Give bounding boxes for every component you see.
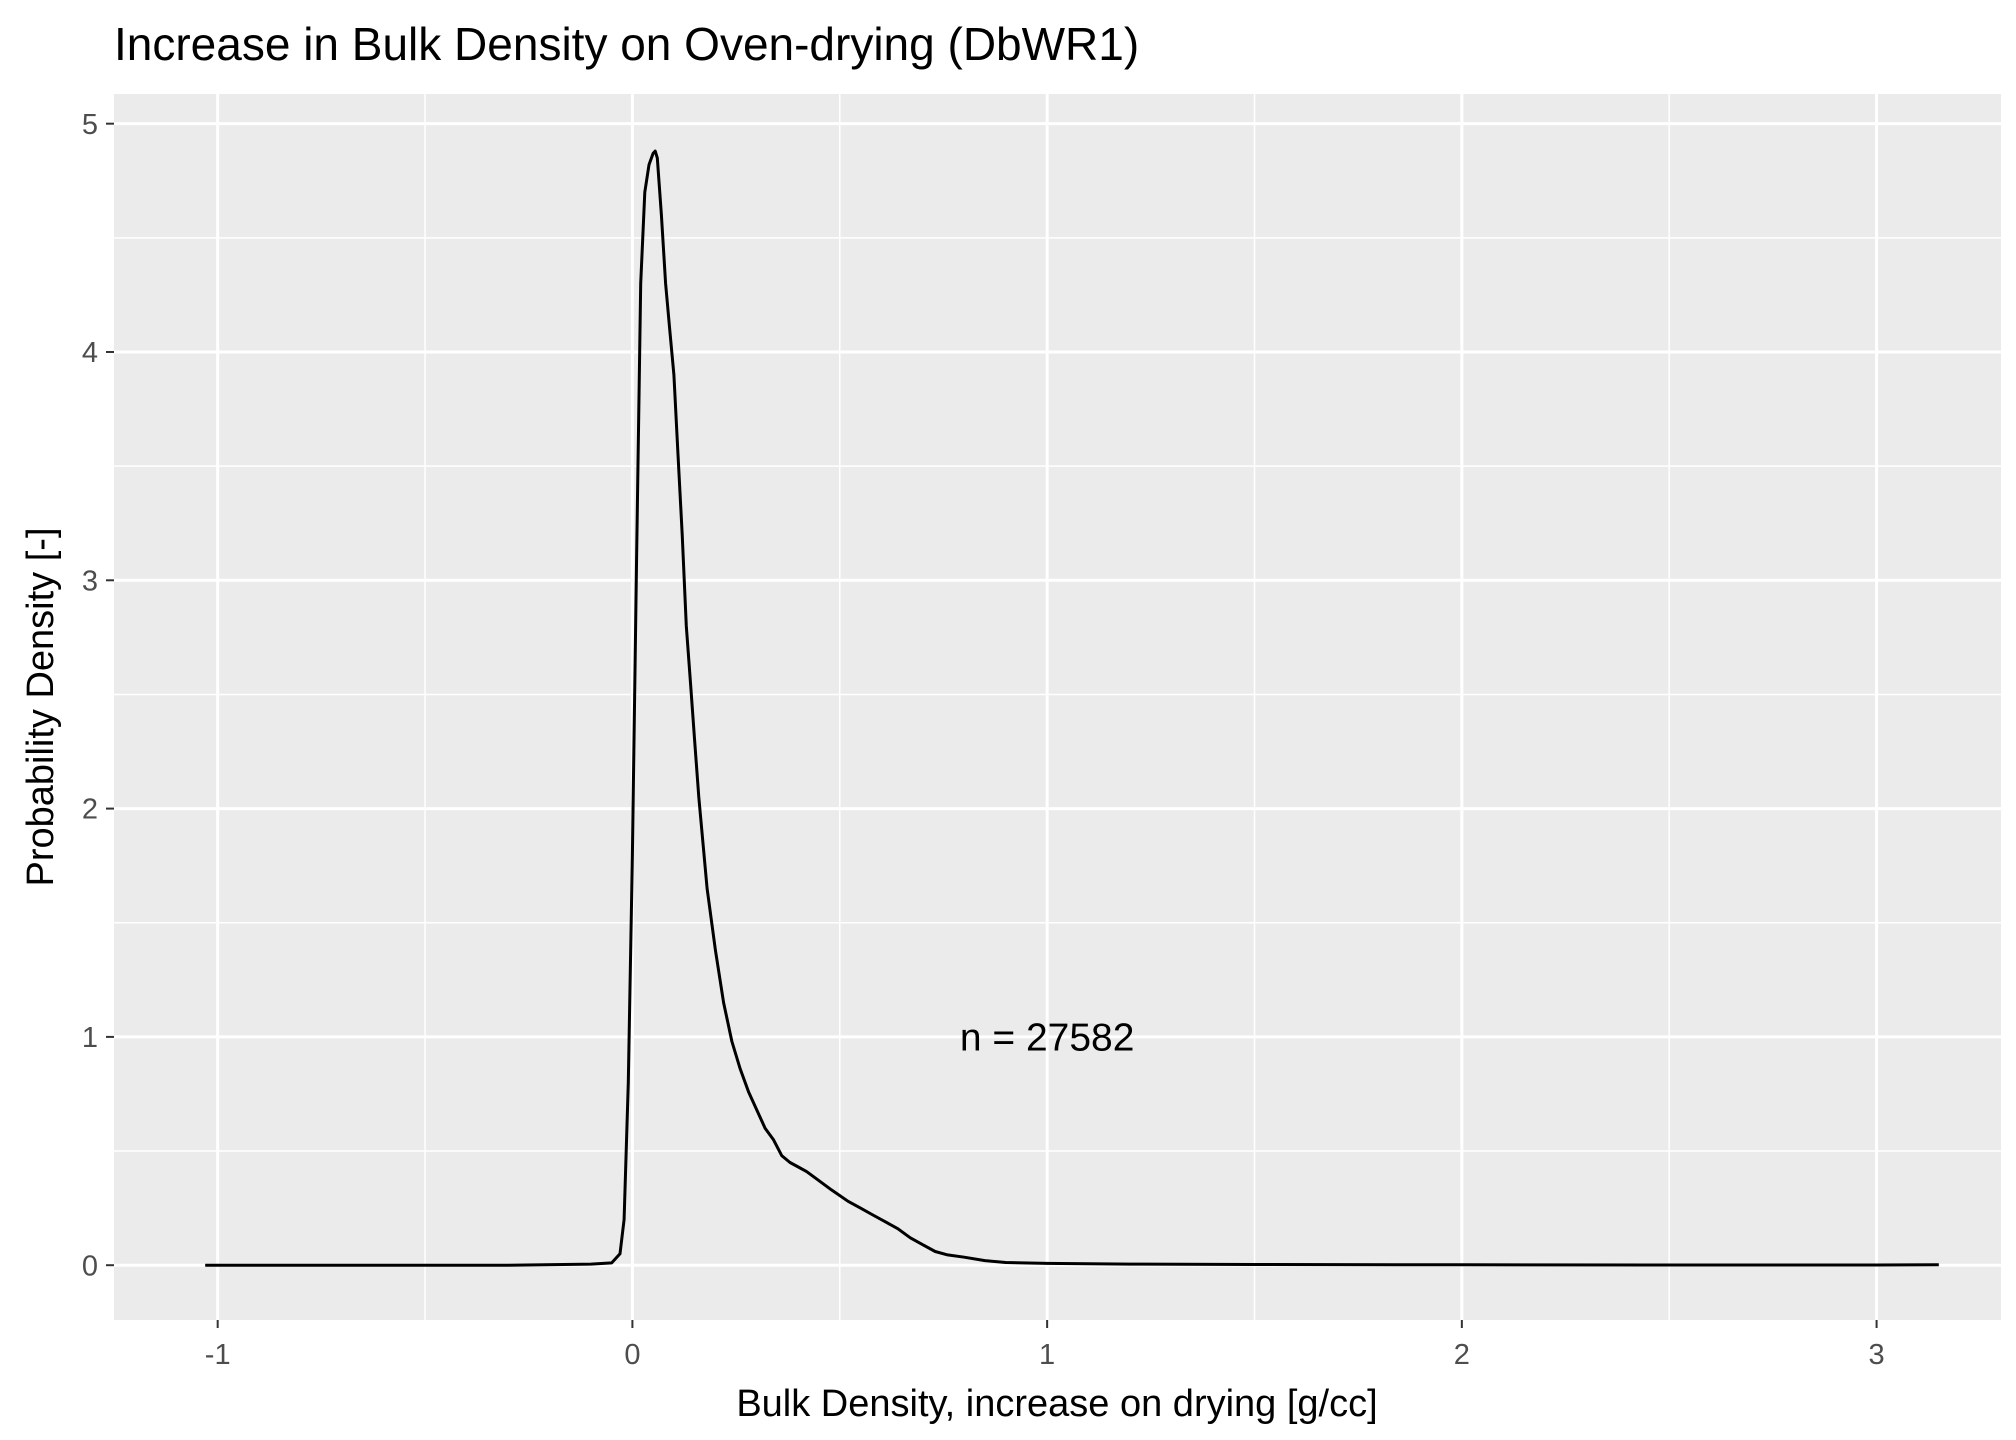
x-tick-label: 3 — [1869, 1339, 1885, 1371]
chart-title: Increase in Bulk Density on Oven-drying … — [114, 18, 1139, 70]
y-tick-label: 5 — [82, 109, 98, 141]
density-curve — [205, 149, 1939, 1267]
x-tick-label: 1 — [1039, 1339, 1055, 1371]
x-axis: -1 0 1 2 3 — [205, 1320, 1885, 1371]
y-tick-label: 2 — [82, 794, 98, 826]
plot-panel — [114, 94, 2001, 1320]
x-tick-label: 2 — [1454, 1339, 1470, 1371]
x-axis-title: Bulk Density, increase on drying [g/cc] — [736, 1383, 1377, 1425]
y-tick-label: 4 — [82, 337, 98, 369]
y-axis: 0 1 2 3 4 5 — [82, 109, 114, 1282]
sample-count-annotation: n = 27582 — [960, 1017, 1135, 1060]
grid — [114, 94, 2001, 1320]
x-tick-label: -1 — [205, 1339, 231, 1371]
y-tick-label: 3 — [82, 565, 98, 597]
y-tick-label: 0 — [82, 1250, 98, 1282]
x-tick-label: 0 — [624, 1339, 640, 1371]
y-axis-title: Probability Density [-] — [20, 527, 62, 886]
y-tick-label: 1 — [82, 1022, 98, 1054]
